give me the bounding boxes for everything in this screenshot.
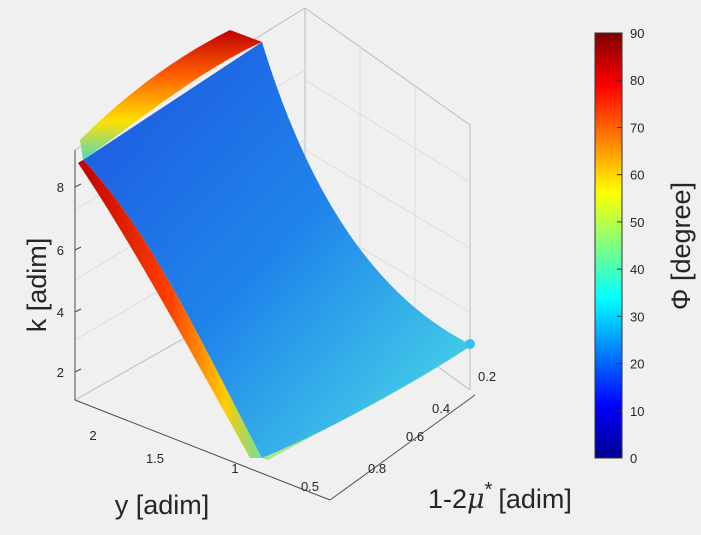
surface-top-rim	[80, 30, 262, 160]
colorbar-tick-label: 40	[630, 262, 644, 277]
z-tick-label: 6	[57, 243, 64, 258]
colorbar-label: Φ [degree]	[666, 182, 696, 310]
colorbar-tick-label: 70	[630, 120, 644, 135]
z-axis-label: k [adim]	[22, 238, 52, 333]
colorbar-ticks: 90 80 70 60 50 40 30 20 10 0	[617, 26, 644, 466]
y-axis-label-unit: [adim]	[498, 484, 572, 514]
colorbar-tick-label: 30	[630, 309, 644, 324]
gridline	[304, 149, 471, 249]
y-axis-label-star: *	[485, 479, 493, 501]
y-tick-label: 0.8	[368, 461, 386, 476]
surface-tip-point	[465, 339, 475, 349]
x-axis-ticks: 2 1.5 1 0.5	[89, 428, 319, 494]
colorbar-tick-label: 20	[630, 357, 644, 372]
z-tick-label: 2	[57, 365, 64, 380]
colorbar-gradient	[594, 32, 623, 459]
colorbar-tick-label: 10	[630, 404, 644, 419]
x-axis-label: y [adim]	[115, 490, 210, 520]
y-tick-label: 0.2	[478, 369, 496, 384]
y-tick-label: 0.4	[432, 401, 450, 416]
x-tick-label: 1	[231, 461, 238, 476]
z-axis-ticks: 8 6 4 2	[57, 180, 82, 380]
surface	[78, 30, 475, 460]
colorbar: 90 80 70 60 50 40 30 20 10 0 Φ [degree]	[594, 26, 696, 466]
x-tick-label: 1.5	[146, 451, 164, 466]
y-axis-label-main: 1-2	[428, 484, 467, 514]
y-tick-label: 0.6	[406, 429, 424, 444]
z-tick-mark	[74, 308, 82, 313]
axes	[74, 150, 476, 501]
x-axis-line	[74, 399, 331, 501]
surface-left-rim	[78, 160, 262, 458]
y-axis-ticks: 0.2 0.4 0.6 0.8	[368, 369, 496, 476]
x-tick-label: 0.5	[301, 479, 319, 494]
z-tick-label: 8	[57, 180, 64, 195]
colorbar-tick-label: 50	[630, 215, 644, 230]
z-tick-label: 4	[57, 305, 64, 320]
y-axis-label-mu: μ	[467, 484, 485, 515]
y-axis-line	[329, 394, 476, 501]
x-tick-label: 2	[89, 428, 96, 443]
colorbar-tick-label: 90	[630, 26, 644, 41]
colorbar-tick-label: 80	[630, 73, 644, 88]
y-axis-label: 1-2μ* [adim]	[428, 479, 572, 515]
z-tick-mark	[74, 368, 82, 373]
z-tick-mark	[74, 183, 82, 188]
colorbar-tick-label: 60	[630, 168, 644, 183]
gridline	[304, 79, 471, 183]
z-tick-mark	[74, 246, 82, 251]
surface-body	[83, 42, 472, 458]
colorbar-tick-label: 0	[630, 451, 637, 466]
